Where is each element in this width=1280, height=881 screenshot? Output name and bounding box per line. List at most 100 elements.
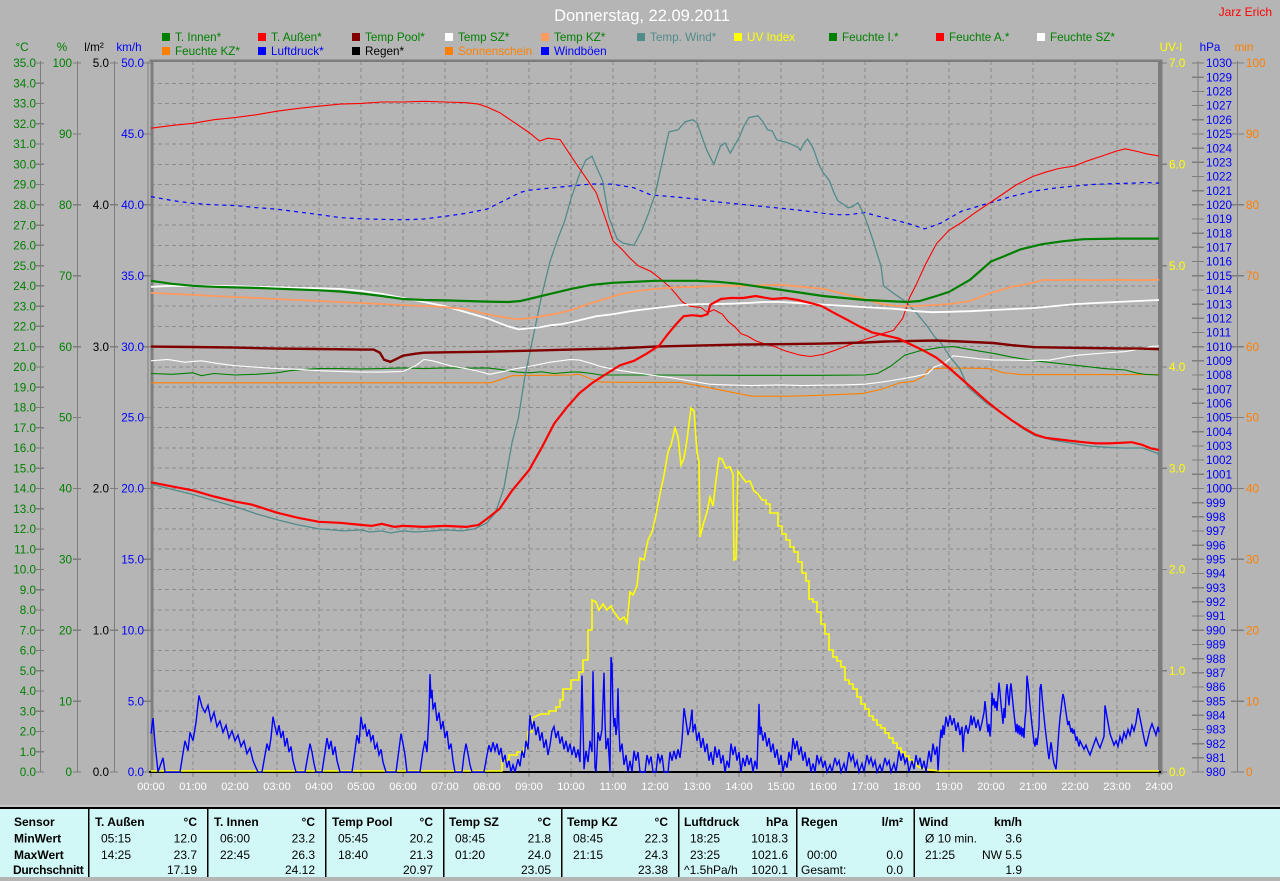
- svg-text:982: 982: [1206, 738, 1226, 751]
- svg-text:30.0: 30.0: [121, 341, 144, 354]
- svg-text:992: 992: [1206, 596, 1226, 609]
- svg-text:Wind: Wind: [919, 815, 948, 829]
- svg-text:30: 30: [1246, 554, 1260, 567]
- svg-text:30: 30: [59, 554, 73, 567]
- svg-text:40.0: 40.0: [121, 199, 144, 212]
- svg-text:996: 996: [1206, 539, 1226, 552]
- svg-text:10:00: 10:00: [557, 781, 585, 793]
- svg-text:1016: 1016: [1206, 256, 1232, 269]
- svg-text:l/m²: l/m²: [882, 815, 903, 829]
- svg-text:1002: 1002: [1206, 454, 1232, 467]
- svg-text:20: 20: [1246, 624, 1260, 637]
- svg-text:1.9: 1.9: [1005, 863, 1022, 877]
- svg-text:11.0: 11.0: [14, 543, 36, 556]
- svg-text:16:00: 16:00: [809, 781, 837, 793]
- svg-text:20: 20: [59, 624, 73, 637]
- svg-text:1013: 1013: [1206, 298, 1232, 311]
- svg-text:Feuchte KZ*: Feuchte KZ*: [175, 45, 240, 58]
- svg-text:45.0: 45.0: [121, 128, 144, 141]
- svg-text:0: 0: [1246, 766, 1253, 779]
- svg-text:19:00: 19:00: [935, 781, 963, 793]
- svg-text:19.0: 19.0: [13, 381, 36, 394]
- svg-text:1021: 1021: [1206, 185, 1232, 198]
- svg-text:1020: 1020: [1206, 199, 1233, 212]
- svg-text:999: 999: [1206, 497, 1226, 510]
- svg-text:40: 40: [59, 483, 73, 496]
- svg-text:1022: 1022: [1206, 171, 1232, 184]
- svg-text:70: 70: [59, 270, 73, 283]
- svg-text:0: 0: [65, 766, 72, 779]
- svg-text:998: 998: [1206, 511, 1226, 524]
- svg-text:988: 988: [1206, 653, 1226, 666]
- svg-text:1.0: 1.0: [93, 624, 110, 637]
- svg-text:1006: 1006: [1206, 398, 1232, 411]
- svg-text:Temp KZ: Temp KZ: [567, 815, 617, 829]
- svg-text:1005: 1005: [1206, 412, 1233, 425]
- svg-text:%: %: [57, 41, 67, 54]
- svg-text:0.0: 0.0: [886, 863, 903, 877]
- svg-text:1026: 1026: [1206, 114, 1232, 127]
- svg-text:20.2: 20.2: [410, 832, 434, 846]
- svg-text:26.0: 26.0: [13, 240, 36, 253]
- svg-text:60: 60: [1246, 341, 1260, 354]
- svg-text:5.0: 5.0: [1169, 260, 1186, 273]
- svg-text:6.0: 6.0: [1169, 159, 1186, 172]
- svg-text:T. Außen*: T. Außen*: [271, 31, 322, 44]
- svg-text:1001: 1001: [1206, 468, 1232, 481]
- svg-text:Donnerstag, 22.09.2011: Donnerstag, 22.09.2011: [554, 7, 730, 25]
- svg-text:°C: °C: [420, 815, 434, 829]
- svg-text:987: 987: [1206, 667, 1226, 680]
- svg-text:13.0: 13.0: [13, 503, 36, 516]
- svg-text:7.0: 7.0: [20, 624, 37, 637]
- svg-text:25.0: 25.0: [13, 260, 36, 273]
- svg-text:Luftdruck*: Luftdruck*: [271, 45, 324, 58]
- svg-text:06:00: 06:00: [389, 781, 417, 793]
- svg-text:27.0: 27.0: [13, 219, 36, 232]
- svg-text:05:45: 05:45: [338, 832, 368, 846]
- svg-text:Temp. Wind*: Temp. Wind*: [650, 31, 717, 44]
- svg-text:Feuchte SZ*: Feuchte SZ*: [1050, 31, 1115, 44]
- svg-text:12.0: 12.0: [174, 832, 198, 846]
- svg-text:°C: °C: [302, 815, 316, 829]
- svg-text:22.0: 22.0: [13, 321, 36, 334]
- svg-text:Regen: Regen: [801, 815, 838, 829]
- svg-text:14:00: 14:00: [725, 781, 753, 793]
- svg-text:Sonnenschein: Sonnenschein: [458, 45, 532, 58]
- svg-text:5.0: 5.0: [128, 695, 145, 708]
- svg-text:1020.1: 1020.1: [751, 863, 788, 877]
- svg-text:1018.3: 1018.3: [751, 832, 788, 846]
- svg-text:980: 980: [1206, 766, 1226, 779]
- svg-text:90: 90: [1246, 128, 1260, 141]
- svg-text:23.7: 23.7: [174, 848, 198, 862]
- svg-text:08:45: 08:45: [455, 832, 485, 846]
- svg-text:4.0: 4.0: [93, 199, 110, 212]
- svg-text:1011: 1011: [1206, 327, 1231, 340]
- svg-text:1023: 1023: [1206, 157, 1232, 170]
- svg-text:Temp KZ*: Temp KZ*: [554, 31, 606, 44]
- svg-text:16.0: 16.0: [13, 442, 36, 455]
- svg-text:0.0: 0.0: [128, 766, 145, 779]
- svg-text:2.0: 2.0: [1169, 564, 1186, 577]
- svg-text:997: 997: [1206, 525, 1226, 538]
- svg-text:24.0: 24.0: [13, 280, 36, 293]
- svg-text:9.0: 9.0: [20, 584, 37, 597]
- svg-text:70: 70: [1246, 270, 1260, 283]
- svg-text:29.0: 29.0: [13, 179, 36, 192]
- svg-text:1.0: 1.0: [1169, 665, 1186, 678]
- svg-text:60: 60: [59, 341, 73, 354]
- svg-text:NW 5.5: NW 5.5: [982, 848, 1022, 862]
- svg-text:l/m²: l/m²: [84, 41, 104, 54]
- svg-text:20.97: 20.97: [403, 863, 433, 877]
- svg-text:10.0: 10.0: [121, 624, 144, 637]
- svg-text:MaxWert: MaxWert: [14, 848, 64, 862]
- svg-text:Regen*: Regen*: [365, 45, 404, 58]
- svg-text:MinWert: MinWert: [14, 832, 61, 846]
- svg-text:01:20: 01:20: [455, 848, 485, 862]
- svg-text:33.0: 33.0: [13, 98, 36, 111]
- svg-text:Temp SZ: Temp SZ: [449, 815, 499, 829]
- svg-text:09:00: 09:00: [515, 781, 543, 793]
- svg-text:8.0: 8.0: [20, 604, 37, 617]
- svg-text:13:00: 13:00: [683, 781, 711, 793]
- svg-text:^1.5hPa/h: ^1.5hPa/h: [684, 863, 738, 877]
- svg-text:12.0: 12.0: [13, 523, 36, 536]
